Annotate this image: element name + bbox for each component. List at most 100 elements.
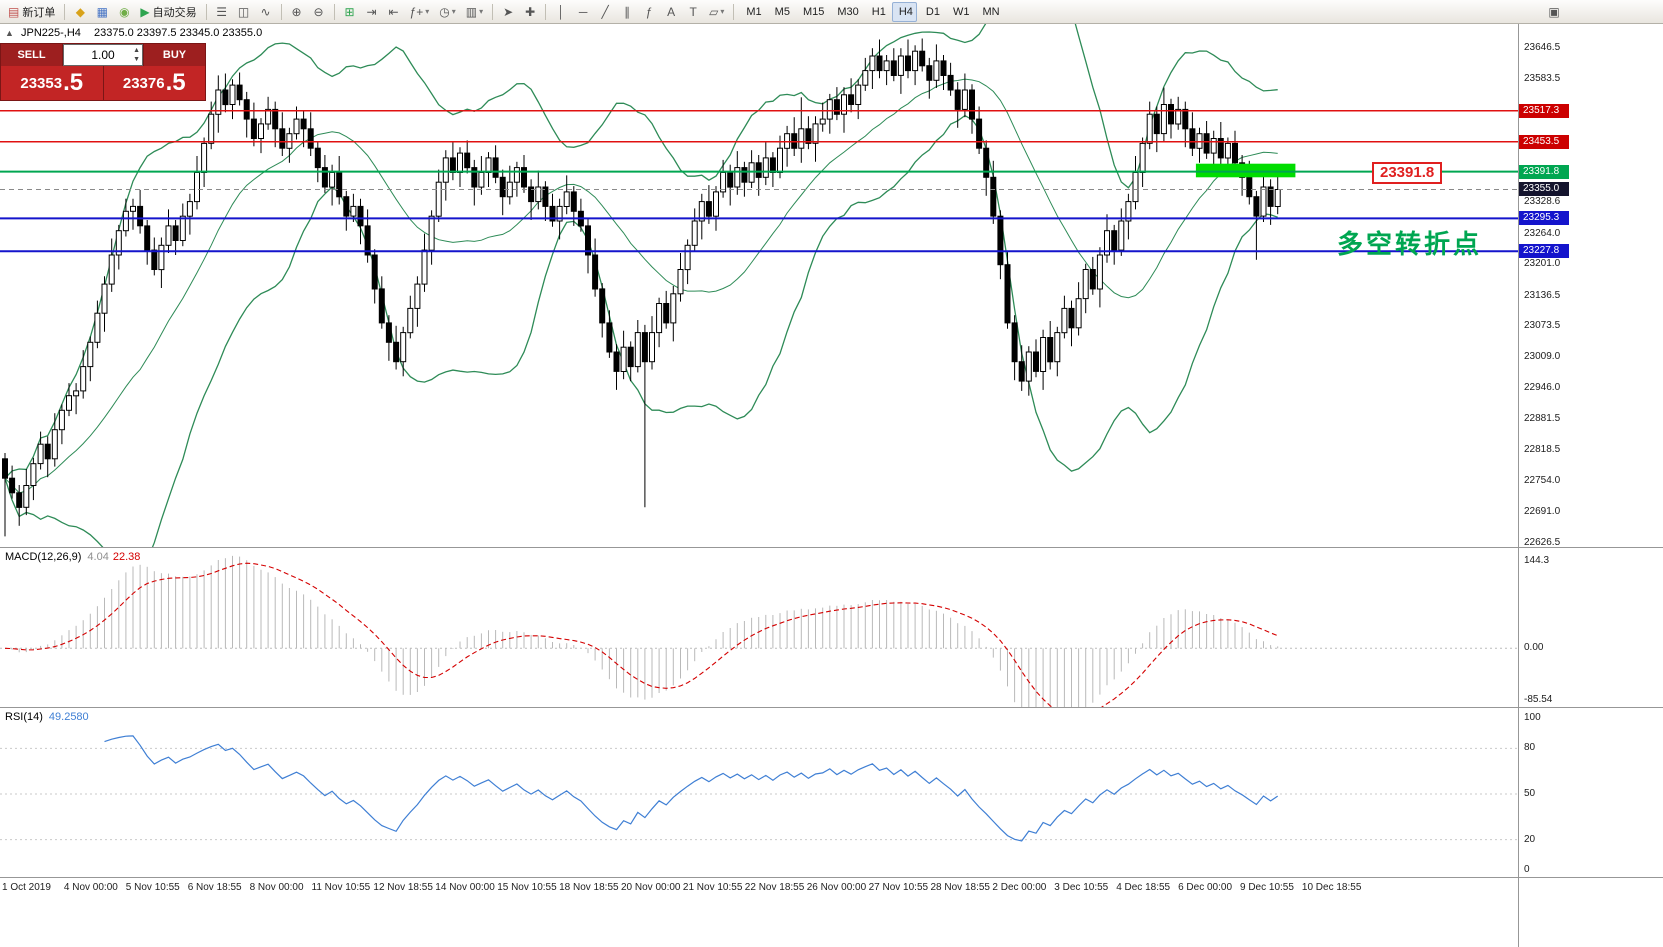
candlestick-chart-button[interactable]: ◫ — [234, 2, 254, 22]
macd-name: MACD(12,26,9) — [5, 551, 82, 563]
price-callout[interactable]: 23391.8 — [1372, 162, 1443, 184]
main-chart-canvas[interactable]: ▲ JPN225-,H4 23375.0 23397.5 23345.0 233… — [0, 24, 1518, 548]
label-icon: T — [689, 4, 697, 19]
docking-icon: ▣ — [1548, 4, 1560, 19]
price-tag: 23391.8 — [1519, 164, 1569, 179]
time-label: 6 Dec 00:00 — [1178, 882, 1233, 893]
main-chart-row: ▲ JPN225-,H4 23375.0 23397.5 23345.0 233… — [0, 24, 1663, 548]
templates-button[interactable]: ▥ ▾ — [462, 2, 487, 22]
new-order-icon: ▤ — [8, 4, 20, 19]
candlestick-icon: ◫ — [237, 4, 250, 19]
horizontal-line-button[interactable]: ─ — [573, 2, 593, 22]
volume-field[interactable]: 1.00 ▲ ▼ — [63, 44, 143, 66]
rsi-chart — [0, 735, 1518, 842]
cursor-icon: ➤ — [503, 4, 514, 19]
toolbar-separator — [280, 3, 282, 20]
vertical-line-button[interactable]: │ — [551, 2, 571, 22]
spin-down-icon[interactable]: ▼ — [133, 56, 140, 63]
indicators-button[interactable]: ƒ+ ▾ — [406, 2, 434, 22]
time-label: 14 Nov 00:00 — [435, 882, 495, 893]
chart-shift-button[interactable]: ⇤ — [384, 2, 404, 22]
label-button[interactable]: T — [683, 2, 703, 22]
buy-button[interactable]: BUY — [143, 44, 205, 66]
toolbar-separator — [205, 3, 207, 20]
rsi-tick-label: 80 — [1524, 742, 1536, 754]
channel-button[interactable]: ∥ — [617, 2, 637, 22]
templates-icon: ▥ — [465, 4, 478, 19]
tf-m15-button[interactable]: M15 — [796, 2, 828, 22]
fibonacci-button[interactable]: ƒ — [639, 2, 659, 22]
line-chart-button[interactable]: ∿ — [256, 2, 276, 22]
tf-w1-button-label: W1 — [952, 5, 970, 18]
tf-m5-button[interactable]: M5 — [768, 2, 794, 22]
macd-axis[interactable]: 144.3 0.00 -85.54 — [1518, 548, 1663, 708]
sell-price-display[interactable]: 23353 .5 — [1, 66, 103, 100]
tf-w1-button[interactable]: W1 — [946, 2, 974, 22]
time-label: 27 Nov 10:55 — [868, 882, 929, 893]
volume-spinner[interactable]: ▲ ▼ — [133, 46, 140, 64]
periods-clock-icon: ◷ — [439, 4, 450, 19]
tf-m15-button-label: M15 — [802, 5, 825, 18]
rsi-tick-label: 100 — [1524, 712, 1541, 723]
dropdown-caret-icon: ▾ — [425, 7, 430, 16]
sell-button[interactable]: SELL — [1, 44, 63, 66]
bar-chart-button[interactable]: ☰ — [212, 2, 232, 22]
terminal-button[interactable]: ◉ — [114, 2, 134, 22]
tf-h4-button[interactable]: H4 — [891, 1, 917, 22]
tile-windows-button[interactable]: ⊞ — [340, 2, 360, 22]
time-label: 21 Nov 10:55 — [682, 882, 743, 893]
auto-trading-button-label: 自动交易 — [152, 6, 197, 19]
line-chart-icon: ∿ — [260, 4, 271, 19]
market-watch-button[interactable]: ◆ — [70, 2, 90, 22]
price-tick-label: 22754.0 — [1524, 475, 1561, 487]
crosshair-button[interactable]: ✚ — [520, 2, 540, 22]
tf-m1-button[interactable]: M1 — [739, 2, 765, 22]
price-axis[interactable]: 23646.5 23583.5 23328.6 23264.0 23201.0 23136… — [1518, 24, 1663, 548]
time-label: 26 Nov 00:00 — [806, 882, 867, 893]
trendline-button[interactable]: ╱ — [595, 2, 615, 22]
docking-button[interactable]: ▣ — [1544, 2, 1564, 22]
zoom-out-icon: ⊖ — [313, 4, 324, 19]
price-tag: 23517.3 — [1519, 103, 1569, 118]
time-axis[interactable]: 1 Oct 2019 4 Nov 00:00 5 Nov 10:55 6 Nov 18… — [0, 878, 1518, 947]
auto-trading-button[interactable]: ▶ 自动交易 — [136, 2, 200, 22]
text-button[interactable]: A — [661, 2, 681, 22]
toolbar-separator — [333, 3, 335, 20]
bar-chart-icon: ☰ — [216, 4, 227, 19]
cursor-button[interactable]: ➤ — [498, 2, 518, 22]
tf-m30-button[interactable]: M30 — [830, 2, 862, 22]
buy-price-main: 23376 — [122, 74, 165, 92]
rsi-label: RSI(14) 49.2580 — [5, 711, 89, 723]
tf-h1-button-label: H1 — [871, 5, 886, 18]
sell-price-fraction: .5 — [63, 69, 84, 96]
macd-tick-label: 144.3 — [1524, 555, 1550, 566]
tf-mn-button[interactable]: MN — [975, 2, 1003, 22]
ohlc-values: 23375.0 23397.5 23345.0 23355.0 — [93, 27, 263, 39]
periods-button[interactable]: ◷ ▾ — [435, 2, 460, 22]
tile-windows-icon: ⊞ — [344, 4, 355, 19]
navigator-button[interactable]: ▦ — [92, 2, 112, 22]
rsi-axis[interactable]: 100 80 50 20 0 — [1518, 708, 1663, 878]
tf-h1-button[interactable]: H1 — [865, 2, 890, 22]
price-tick-label: 22691.0 — [1524, 505, 1561, 517]
zoom-out-button[interactable]: ⊖ — [309, 2, 329, 22]
new-order-button[interactable]: ▤ 新订单 — [4, 2, 59, 22]
market-watch-icon: ◆ — [75, 4, 85, 19]
buy-price-display[interactable]: 23376 .5 — [103, 66, 205, 100]
time-label: 4 Nov 00:00 — [63, 882, 118, 893]
zoom-in-button[interactable]: ⊕ — [287, 2, 307, 22]
macd-panel[interactable]: MACD(12,26,9) 4.04 22.38 — [0, 548, 1518, 708]
tf-d1-button[interactable]: D1 — [919, 2, 944, 22]
toolbar-separator — [64, 3, 66, 20]
collapse-arrow-icon[interactable]: ▲ — [5, 28, 14, 38]
time-label: 15 Nov 10:55 — [497, 882, 557, 893]
volume-value: 1.00 — [91, 48, 115, 62]
spin-up-icon[interactable]: ▲ — [133, 47, 140, 54]
channel-icon: ∥ — [624, 4, 631, 19]
shapes-button[interactable]: ▱ ▾ — [705, 2, 728, 22]
time-label: 4 Dec 18:55 — [1116, 882, 1171, 893]
auto-scroll-button[interactable]: ⇥ — [362, 2, 382, 22]
rsi-panel[interactable]: RSI(14) 49.2580 — [0, 708, 1518, 878]
time-label: 20 Nov 00:00 — [621, 882, 681, 893]
